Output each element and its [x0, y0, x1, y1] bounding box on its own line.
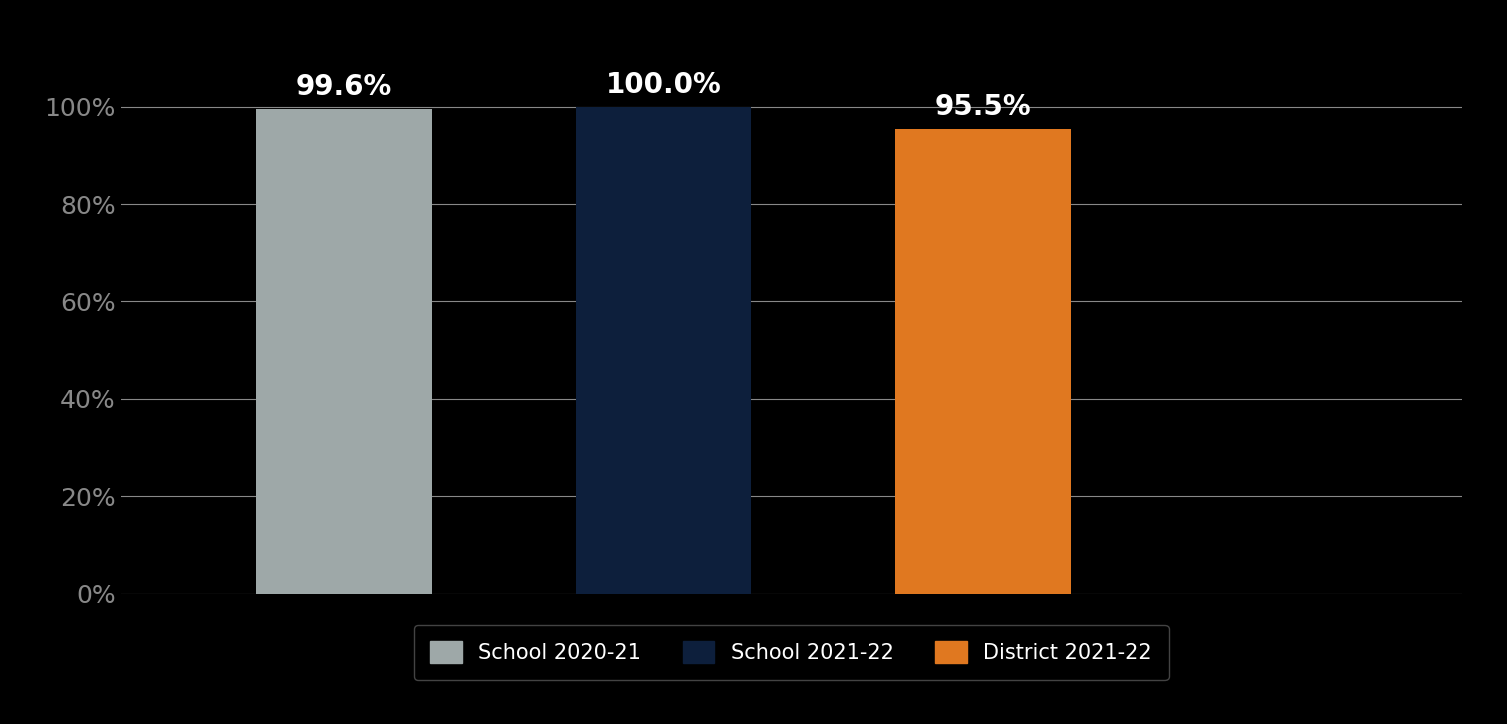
Bar — [256, 109, 433, 594]
Text: 95.5%: 95.5% — [934, 93, 1031, 121]
Text: 99.6%: 99.6% — [295, 73, 392, 101]
Bar — [576, 106, 752, 594]
Text: 100.0%: 100.0% — [606, 72, 722, 99]
Bar — [895, 129, 1070, 594]
Legend: School 2020-21, School 2021-22, District 2021-22: School 2020-21, School 2021-22, District… — [414, 625, 1168, 680]
